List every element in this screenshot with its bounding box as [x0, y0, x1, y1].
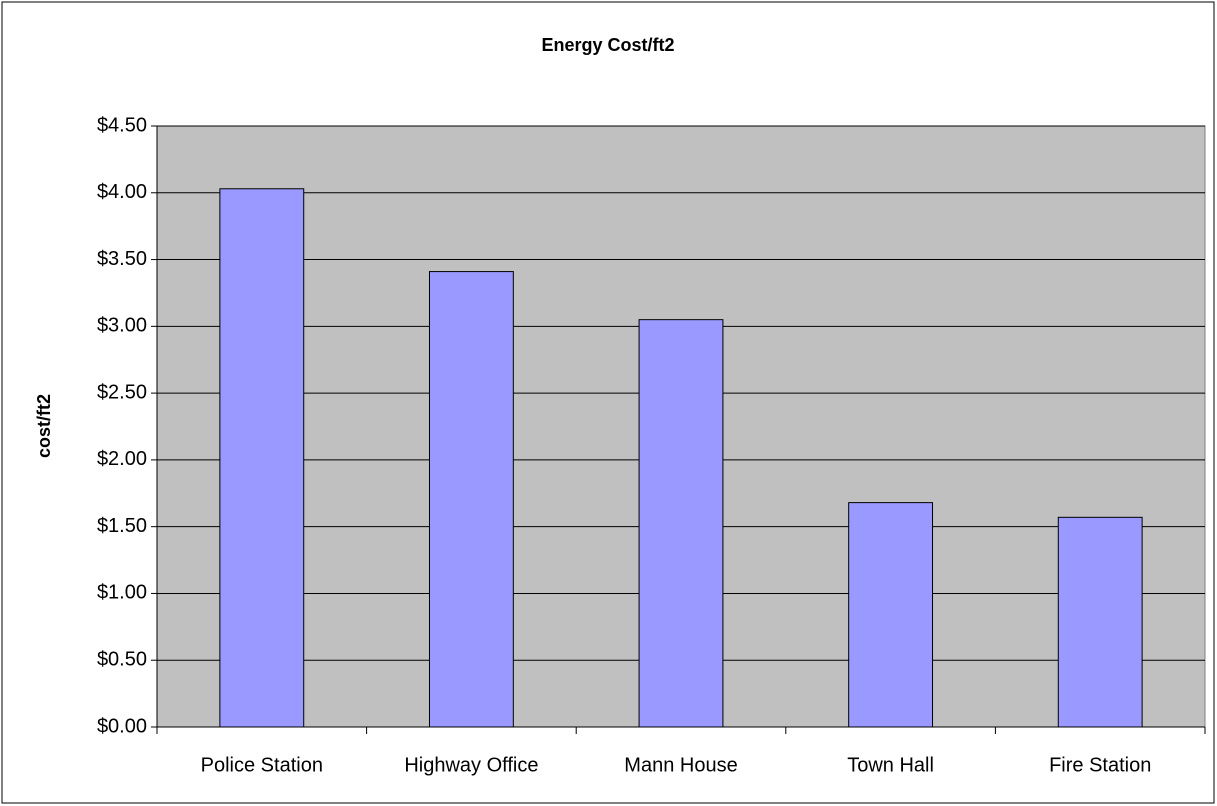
y-tick-label: $0.50: [97, 649, 147, 671]
bar: [848, 502, 934, 728]
y-tick-label: $4.00: [97, 181, 147, 203]
bar: [1057, 516, 1143, 728]
chart-title: Energy Cost/ft2: [541, 35, 674, 55]
x-tick-label: Highway Office: [404, 754, 538, 776]
y-axis-label: cost/ft2: [34, 394, 54, 458]
y-tick-label: $1.50: [97, 515, 147, 537]
bar: [638, 319, 724, 728]
x-tick-label: Town Hall: [847, 754, 934, 776]
y-tick-label: $2.00: [97, 448, 147, 470]
x-tick-label: Mann House: [624, 754, 737, 776]
y-tick-label: $2.50: [97, 381, 147, 403]
y-tick-label: $0.00: [97, 715, 147, 737]
bar: [219, 188, 305, 728]
x-tick-label: Police Station: [201, 754, 323, 776]
y-tick-label: $3.00: [97, 315, 147, 337]
x-tick-label: Fire Station: [1049, 754, 1151, 776]
bar: [428, 271, 514, 728]
y-tick-label: $4.50: [97, 114, 147, 136]
y-tick-label: $1.00: [97, 582, 147, 604]
y-tick-label: $3.50: [97, 248, 147, 270]
